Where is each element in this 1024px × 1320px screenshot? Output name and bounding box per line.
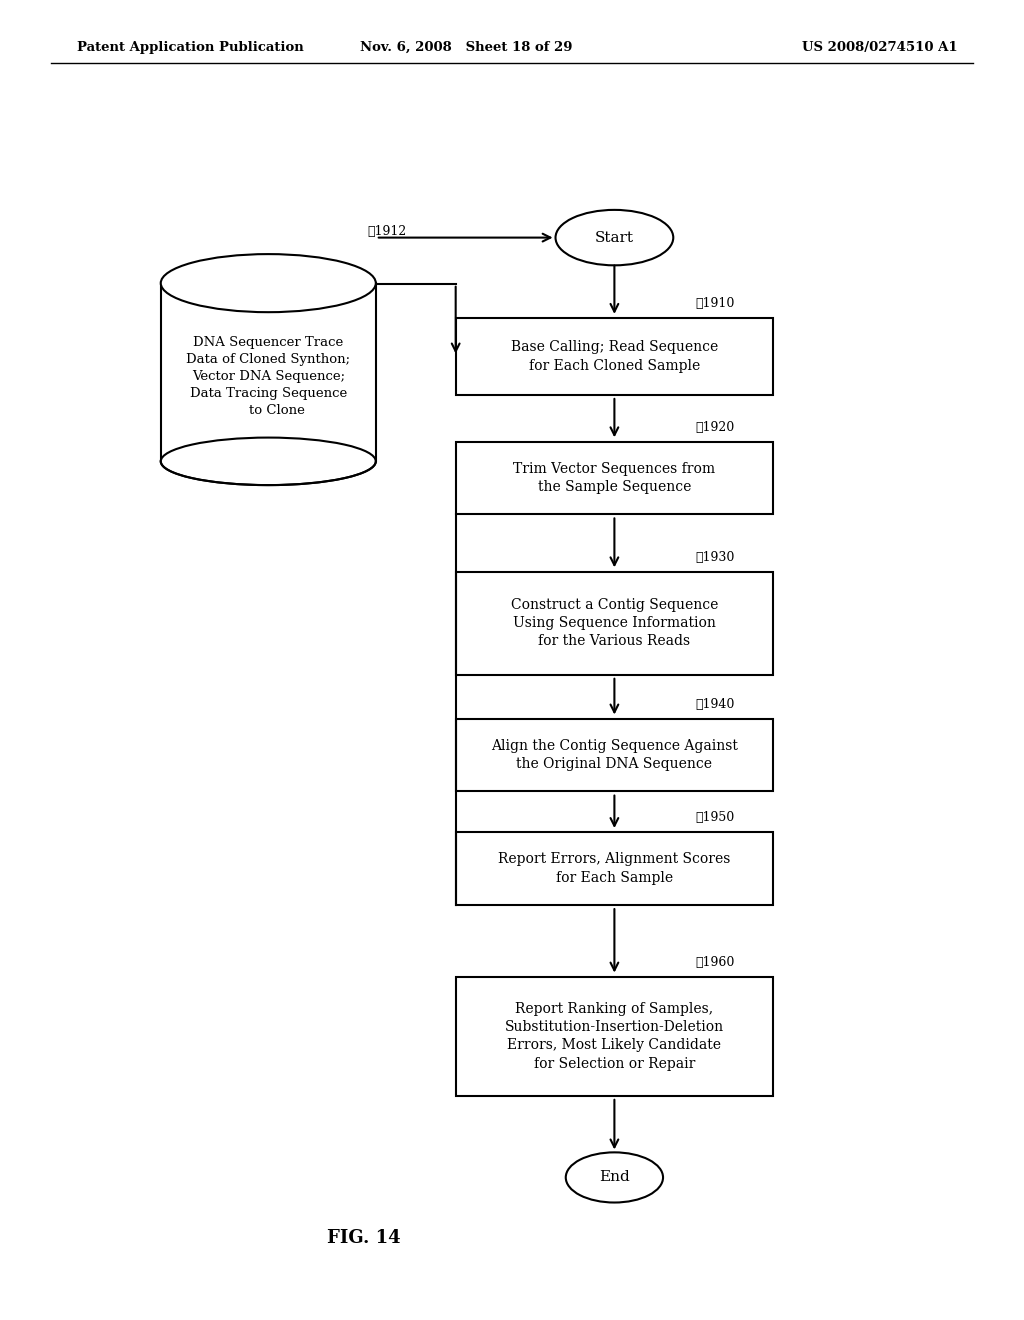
- Text: Report Errors, Alignment Scores
for Each Sample: Report Errors, Alignment Scores for Each…: [499, 853, 730, 884]
- Bar: [456, 977, 773, 1096]
- Text: ⌒1960: ⌒1960: [696, 956, 735, 969]
- Bar: [456, 572, 773, 675]
- Ellipse shape: [161, 255, 376, 313]
- Ellipse shape: [161, 438, 376, 486]
- Text: ⌒1910: ⌒1910: [696, 297, 735, 310]
- Text: ⌒1920: ⌒1920: [696, 421, 735, 433]
- Text: ⌒1940: ⌒1940: [696, 698, 735, 710]
- Ellipse shape: [555, 210, 674, 265]
- Text: FIG. 14: FIG. 14: [327, 1229, 400, 1247]
- Text: Report Ranking of Samples,
Substitution-Insertion-Deletion
Errors, Most Likely C: Report Ranking of Samples, Substitution-…: [505, 1002, 724, 1071]
- Bar: [456, 833, 773, 906]
- Bar: [456, 718, 773, 792]
- Text: ⌒1912: ⌒1912: [368, 226, 407, 238]
- Text: Start: Start: [595, 231, 634, 244]
- Text: Trim Vector Sequences from
the Sample Sequence: Trim Vector Sequences from the Sample Se…: [513, 462, 716, 494]
- Text: ⌒1930: ⌒1930: [696, 550, 735, 564]
- Text: End: End: [599, 1171, 630, 1184]
- Bar: [456, 318, 773, 395]
- Text: Nov. 6, 2008   Sheet 18 of 29: Nov. 6, 2008 Sheet 18 of 29: [359, 41, 572, 54]
- Bar: [161, 284, 376, 462]
- Text: Construct a Contig Sequence
Using Sequence Information
for the Various Reads: Construct a Contig Sequence Using Sequen…: [511, 598, 718, 648]
- Text: Patent Application Publication: Patent Application Publication: [77, 41, 303, 54]
- Text: DNA Sequencer Trace
Data of Cloned Synthon;
Vector DNA Sequence;
Data Tracing Se: DNA Sequencer Trace Data of Cloned Synth…: [186, 335, 350, 417]
- Text: US 2008/0274510 A1: US 2008/0274510 A1: [802, 41, 957, 54]
- Bar: [456, 441, 773, 513]
- Ellipse shape: [565, 1152, 664, 1203]
- Text: Align the Contig Sequence Against
the Original DNA Sequence: Align the Contig Sequence Against the Or…: [490, 739, 738, 771]
- Text: ⌒1950: ⌒1950: [696, 812, 735, 824]
- Text: Base Calling; Read Sequence
for Each Cloned Sample: Base Calling; Read Sequence for Each Clo…: [511, 341, 718, 372]
